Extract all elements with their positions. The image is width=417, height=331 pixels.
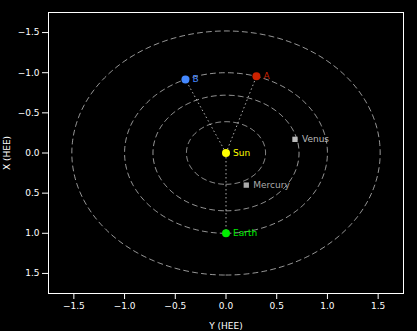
svg-text:Venus: Venus	[302, 134, 329, 144]
svg-text:Y (HEE): Y (HEE)	[208, 321, 243, 331]
svg-text:−1.5: −1.5	[63, 301, 85, 311]
svg-text:0.5: 0.5	[270, 301, 284, 311]
svg-text:0.0: 0.0	[25, 148, 40, 158]
svg-text:A: A	[263, 71, 270, 81]
svg-text:1.0: 1.0	[320, 301, 335, 311]
svg-text:−1.0: −1.0	[114, 301, 136, 311]
svg-text:−1.5: −1.5	[18, 27, 40, 37]
svg-text:1.0: 1.0	[25, 228, 40, 238]
svg-text:Sun: Sun	[233, 148, 250, 158]
svg-text:−0.5: −0.5	[18, 108, 40, 118]
svg-text:0.5: 0.5	[25, 188, 39, 198]
svg-text:B: B	[192, 74, 198, 84]
svg-text:−1.0: −1.0	[18, 68, 40, 78]
svg-text:Mercury: Mercury	[253, 180, 290, 190]
svg-text:1.5: 1.5	[25, 268, 39, 278]
svg-text:X (HEE): X (HEE)	[2, 136, 12, 170]
svg-text:Earth: Earth	[233, 228, 257, 238]
svg-text:−0.5: −0.5	[164, 301, 186, 311]
svg-text:0.0: 0.0	[219, 301, 234, 311]
svg-text:1.5: 1.5	[371, 301, 385, 311]
